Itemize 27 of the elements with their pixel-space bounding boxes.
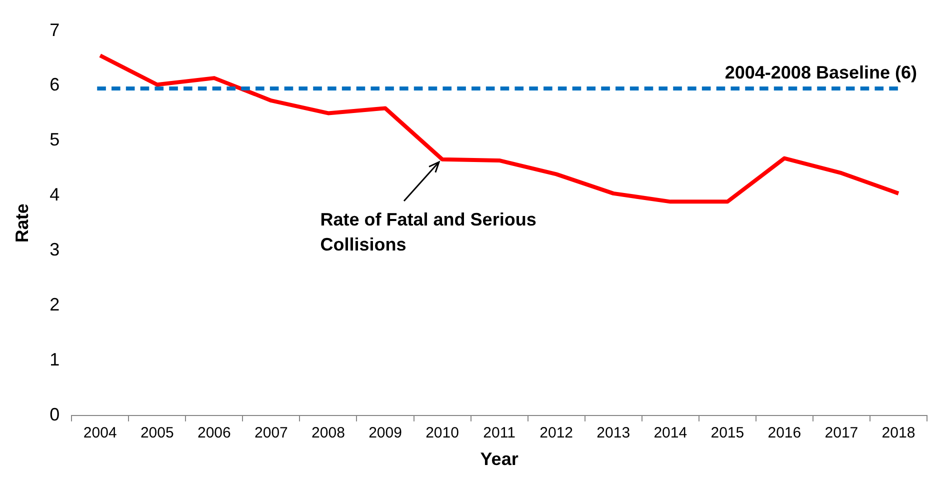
y-tick-label: 6 xyxy=(50,74,60,95)
x-tick-label: 2004 xyxy=(83,424,117,442)
x-tick-label: 2005 xyxy=(140,424,174,442)
y-tick-label: 7 xyxy=(50,20,60,40)
x-tick-label: 2009 xyxy=(368,424,402,442)
y-tick-label: 1 xyxy=(50,349,60,370)
x-tick-label: 2015 xyxy=(710,424,744,442)
x-tick-label: 2007 xyxy=(254,424,288,442)
ref-line-label: 2004-2008 Baseline (6) xyxy=(724,62,917,82)
y-tick-label: 5 xyxy=(50,130,60,150)
x-tick-label: 2017 xyxy=(824,424,858,442)
annotation: Rate of Fatal and Serious Collisions xyxy=(320,209,536,254)
x-axis-title: Year xyxy=(480,449,518,470)
x-tick-label: 2006 xyxy=(197,424,231,442)
x-tick-label: 2013 xyxy=(596,424,630,442)
x-tick-label: 2008 xyxy=(312,424,345,442)
y-tick-label: 2 xyxy=(50,294,60,314)
x-tick-label: 2010 xyxy=(426,424,459,442)
x-tick-label: 2011 xyxy=(483,424,516,442)
y-axis-title: Rate xyxy=(12,204,32,243)
y-tick-label: 4 xyxy=(50,184,60,205)
y-tick-label: 3 xyxy=(50,240,60,260)
x-tick-label: 2014 xyxy=(654,424,688,442)
x-tick-label: 2012 xyxy=(540,424,574,442)
x-tick-label: 2018 xyxy=(882,424,916,442)
x-tick-label: 2016 xyxy=(768,424,802,442)
y-tick-label: 0 xyxy=(50,404,60,424)
